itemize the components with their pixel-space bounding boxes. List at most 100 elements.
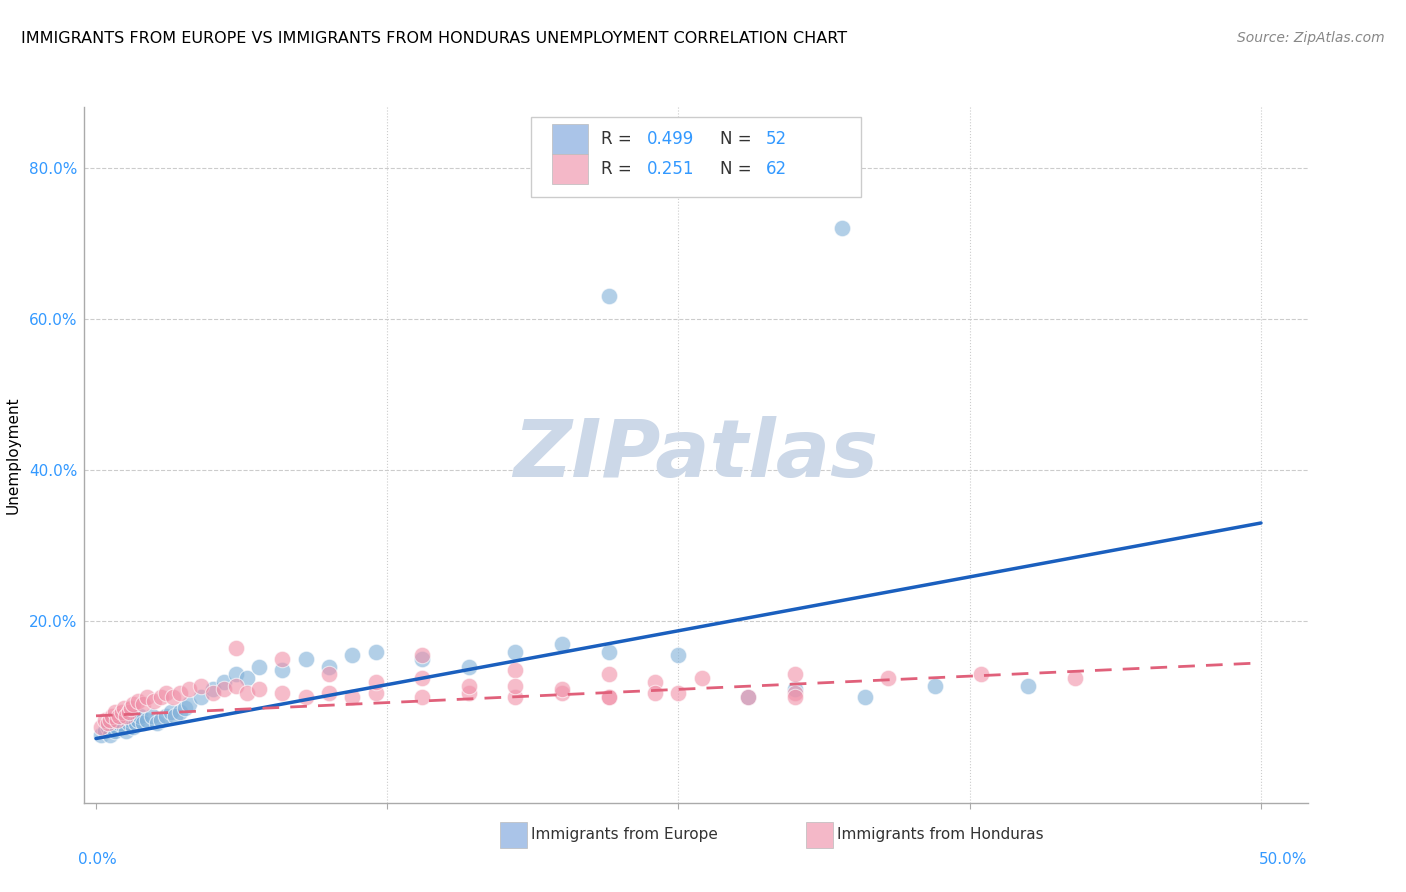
Point — [98, 728, 121, 742]
Point — [924, 679, 946, 693]
Point — [411, 690, 433, 704]
Point — [318, 659, 340, 673]
Text: Source: ZipAtlas.com: Source: ZipAtlas.com — [1237, 31, 1385, 45]
FancyBboxPatch shape — [551, 154, 588, 184]
Point — [127, 694, 149, 708]
Point — [169, 686, 191, 700]
Point — [457, 686, 479, 700]
Point — [318, 686, 340, 700]
Point — [104, 723, 127, 738]
Point — [90, 728, 112, 742]
Point — [598, 690, 620, 704]
Text: IMMIGRANTS FROM EUROPE VS IMMIGRANTS FROM HONDURAS UNEMPLOYMENT CORRELATION CHAR: IMMIGRANTS FROM EUROPE VS IMMIGRANTS FRO… — [21, 31, 848, 46]
Point — [129, 708, 152, 723]
Point — [225, 667, 247, 681]
Point — [783, 667, 806, 681]
Point — [271, 664, 294, 678]
Point — [783, 682, 806, 697]
Point — [145, 716, 167, 731]
Point — [505, 679, 527, 693]
Point — [131, 698, 153, 712]
Point — [970, 667, 993, 681]
Point — [136, 713, 159, 727]
Point — [101, 713, 124, 727]
Point — [271, 686, 294, 700]
Point — [1017, 679, 1039, 693]
Point — [271, 652, 294, 666]
Point — [598, 644, 620, 658]
Point — [551, 682, 574, 697]
Point — [122, 698, 145, 712]
Point — [131, 716, 153, 731]
Point — [551, 686, 574, 700]
Point — [364, 674, 387, 689]
Point — [112, 701, 135, 715]
Point — [120, 713, 142, 727]
Point — [457, 659, 479, 673]
Point — [179, 682, 201, 697]
Point — [115, 723, 138, 738]
Point — [737, 690, 759, 704]
Point — [117, 705, 139, 719]
Point — [143, 694, 166, 708]
Point — [411, 652, 433, 666]
Point — [94, 723, 117, 738]
FancyBboxPatch shape — [551, 124, 588, 153]
Point — [831, 221, 853, 235]
Point — [505, 690, 527, 704]
Point — [155, 686, 177, 700]
Point — [105, 713, 128, 727]
FancyBboxPatch shape — [531, 118, 860, 197]
Point — [136, 690, 159, 704]
Point — [411, 648, 433, 663]
Text: N =: N = — [720, 160, 758, 178]
Point — [644, 686, 666, 700]
Point — [105, 720, 128, 734]
Point — [505, 644, 527, 658]
Point — [98, 713, 121, 727]
Point — [150, 690, 173, 704]
Point — [364, 644, 387, 658]
Point — [190, 690, 212, 704]
Point — [169, 705, 191, 719]
Point — [108, 708, 131, 723]
Point — [190, 679, 212, 693]
Point — [122, 720, 145, 734]
Point — [159, 705, 181, 719]
Point — [90, 720, 112, 734]
Point — [117, 716, 139, 731]
Point — [457, 679, 479, 693]
Point — [112, 720, 135, 734]
Point — [598, 690, 620, 704]
Point — [342, 648, 364, 663]
Text: 50.0%: 50.0% — [1260, 852, 1308, 866]
FancyBboxPatch shape — [806, 822, 832, 848]
Point — [598, 667, 620, 681]
Point — [247, 659, 270, 673]
Point — [201, 686, 224, 700]
Point — [342, 690, 364, 704]
Point — [101, 708, 124, 723]
Point — [783, 690, 806, 704]
Point — [364, 686, 387, 700]
Point — [104, 705, 127, 719]
Point — [173, 701, 195, 715]
Point — [212, 682, 235, 697]
Point — [318, 667, 340, 681]
Text: Immigrants from Honduras: Immigrants from Honduras — [837, 827, 1043, 842]
Point — [783, 686, 806, 700]
Point — [247, 682, 270, 697]
Point — [225, 640, 247, 655]
Text: R =: R = — [600, 130, 637, 148]
Point — [155, 708, 177, 723]
Text: 62: 62 — [766, 160, 787, 178]
Point — [411, 671, 433, 685]
Text: R =: R = — [600, 160, 637, 178]
Text: N =: N = — [720, 130, 758, 148]
Point — [108, 716, 131, 731]
Point — [127, 713, 149, 727]
Point — [162, 690, 184, 704]
Point — [690, 671, 713, 685]
Point — [120, 701, 142, 715]
Point — [179, 698, 201, 712]
